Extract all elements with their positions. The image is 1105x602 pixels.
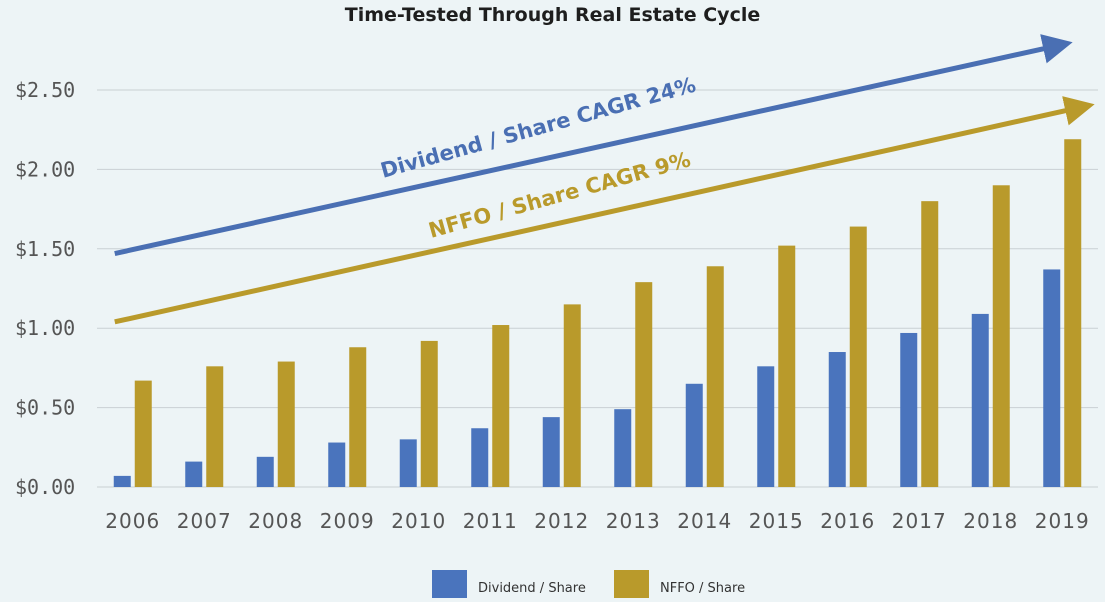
bar-nffo [778, 245, 796, 487]
nffo-cagr-annotation: NFFO / Share CAGR 9% [426, 147, 693, 242]
legend-item-dividend: Dividend / Share [432, 570, 586, 598]
x-tick-label: 2015 [749, 509, 804, 533]
y-tick-label: $1.00 [15, 316, 75, 340]
bar-dividend [542, 417, 560, 487]
bar-nffo [849, 226, 867, 487]
x-tick-label: 2013 [606, 509, 661, 533]
x-tick-label: 2017 [892, 509, 947, 533]
x-tick-label: 2019 [1035, 509, 1090, 533]
bar-nffo [420, 340, 438, 487]
x-tick-label: 2014 [677, 509, 732, 533]
bar-nffo [992, 185, 1010, 487]
bar-dividend [328, 442, 346, 487]
bar-dividend [185, 461, 203, 487]
bar-nffo [706, 266, 724, 487]
x-tick-label: 2009 [320, 509, 375, 533]
bar-dividend [828, 352, 846, 487]
bar-nffo [635, 282, 653, 487]
nffo-trend-arrow [114, 96, 1095, 325]
legend-swatch-dividend [432, 570, 467, 598]
bar-nffo [492, 325, 510, 487]
bar-dividend [614, 409, 632, 487]
dividend-trend-arrow [114, 34, 1073, 257]
bar-dividend [900, 332, 918, 487]
x-tick-label: 2018 [963, 509, 1018, 533]
bar-nffo [563, 304, 581, 487]
bar-nffo [134, 380, 152, 487]
bar-nffo [1064, 139, 1082, 487]
x-tick-label: 2011 [463, 509, 518, 533]
legend-item-nffo: NFFO / Share [614, 570, 745, 598]
bar-dividend [971, 313, 989, 487]
bar-dividend [685, 383, 703, 487]
chart-title: Time-Tested Through Real Estate Cycle [344, 4, 761, 26]
y-tick-label: $0.50 [15, 396, 75, 420]
y-tick-label: $0.00 [15, 475, 75, 499]
bar-dividend [1043, 269, 1061, 487]
y-tick-label: $1.50 [15, 237, 75, 261]
bar-nffo [277, 361, 295, 487]
x-tick-label: 2008 [248, 509, 303, 533]
bar-nffo [206, 366, 224, 487]
y-tick-label: $2.00 [15, 157, 75, 181]
x-tick-label: 2006 [105, 509, 160, 533]
x-tick-label: 2012 [534, 509, 589, 533]
x-tick-label: 2016 [820, 509, 875, 533]
legend-label-dividend: Dividend / Share [478, 581, 586, 596]
bar-nffo [349, 347, 367, 487]
bar-dividend [471, 428, 489, 487]
bar-dividend [256, 456, 274, 487]
x-tick-label: 2010 [391, 509, 446, 533]
legend-swatch-nffo [614, 570, 649, 598]
bar-dividend [399, 439, 417, 487]
y-tick-label: $2.50 [15, 78, 75, 102]
bar-nffo [921, 201, 939, 487]
bar-dividend [113, 475, 131, 487]
legend-label-nffo: NFFO / Share [660, 581, 746, 596]
bar-dividend [757, 366, 775, 487]
chart-legend: Dividend / Share NFFO / Share [0, 570, 1105, 600]
x-tick-label: 2007 [177, 509, 232, 533]
chart-plot: $0.00 $0.50 $1.00 $1.50 $2.00 $2.50 2006 2007 20… [15, 34, 1098, 533]
